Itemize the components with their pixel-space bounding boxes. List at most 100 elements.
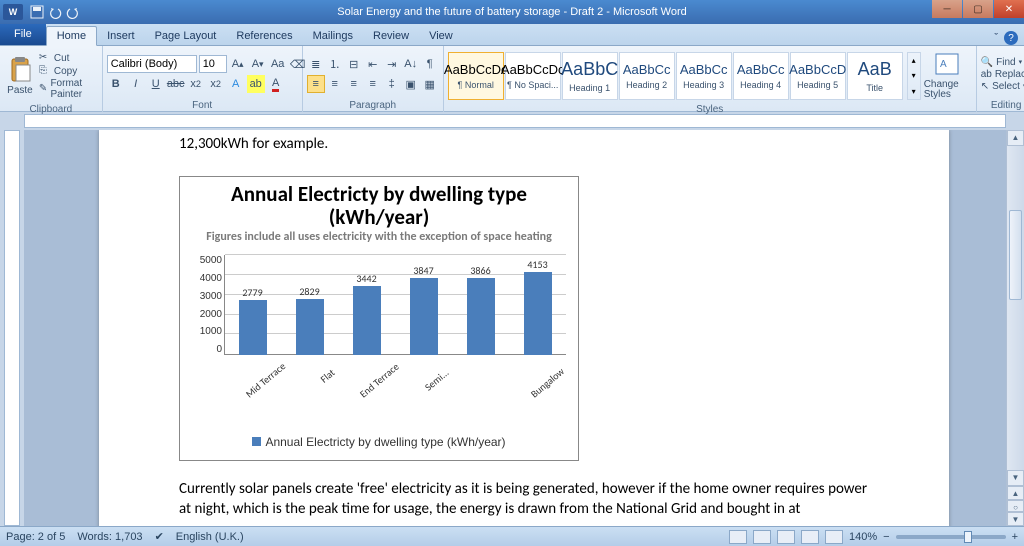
numbering-button[interactable]: ⒈ xyxy=(326,55,344,73)
tab-page-layout[interactable]: Page Layout xyxy=(145,27,227,45)
help-icon[interactable]: ? xyxy=(1004,31,1018,45)
style-gallery[interactable]: AaBbCcDc¶ NormalAaBbCcDc¶ No Spaci...AaB… xyxy=(448,52,904,100)
cut-button[interactable]: ✂Cut xyxy=(39,52,98,64)
align-center-button[interactable]: ≡ xyxy=(326,75,344,93)
bullets-button[interactable]: ≣ xyxy=(307,55,325,73)
embedded-chart[interactable]: Annual Electricty by dwelling type (kWh/… xyxy=(179,176,579,461)
quick-access-toolbar xyxy=(30,5,80,19)
body-text[interactable]: Currently solar panels create 'free' ele… xyxy=(179,479,869,520)
highlight-button[interactable]: ab xyxy=(247,75,265,93)
style-heading-2[interactable]: AaBbCcHeading 2 xyxy=(619,52,675,100)
title-bar: W Solar Energy and the future of battery… xyxy=(0,0,1024,24)
tab-home[interactable]: Home xyxy=(46,26,97,46)
line-spacing-button[interactable]: ‡ xyxy=(383,75,401,93)
style-heading-5[interactable]: AaBbCcDHeading 5 xyxy=(790,52,846,100)
style-heading-3[interactable]: AaBbCcHeading 3 xyxy=(676,52,732,100)
tab-references[interactable]: References xyxy=(226,27,302,45)
scroll-up-button[interactable]: ▲ xyxy=(1007,130,1024,146)
bold-button[interactable]: B xyxy=(107,75,125,93)
font-size-combo[interactable]: 10 xyxy=(199,55,227,73)
draft-view-button[interactable] xyxy=(825,530,843,544)
align-left-button[interactable]: ≡ xyxy=(307,75,325,93)
status-bar: Page: 2 of 5 Words: 1,703 ✔ English (U.K… xyxy=(0,526,1024,546)
save-icon[interactable] xyxy=(30,5,44,19)
style-gallery-more[interactable]: ▴▾▾ xyxy=(907,52,921,100)
font-color-button[interactable]: A xyxy=(267,75,285,93)
inc-indent-button[interactable]: ⇥ xyxy=(383,55,401,73)
copy-button[interactable]: ⎘Copy xyxy=(39,65,98,77)
prev-page-button[interactable]: ▲ xyxy=(1007,486,1024,500)
strike-button[interactable]: abc xyxy=(167,75,185,93)
chart-subtitle: Figures include all uses electricity wit… xyxy=(186,231,572,245)
align-right-button[interactable]: ≡ xyxy=(345,75,363,93)
undo-icon[interactable] xyxy=(48,5,62,19)
dec-indent-button[interactable]: ⇤ xyxy=(364,55,382,73)
zoom-in-button[interactable]: + xyxy=(1012,531,1018,543)
grow-font-button[interactable]: A▴ xyxy=(229,55,247,73)
borders-button[interactable]: ▦ xyxy=(421,75,439,93)
vertical-scrollbar[interactable]: ▲ ▼ ▲ ○ ▼ xyxy=(1006,130,1024,526)
close-button[interactable]: ✕ xyxy=(994,0,1024,18)
print-layout-view-button[interactable] xyxy=(729,530,747,544)
tab-mailings[interactable]: Mailings xyxy=(303,27,363,45)
vertical-ruler[interactable] xyxy=(0,130,24,526)
underline-button[interactable]: U xyxy=(147,75,165,93)
text-effects-button[interactable]: A xyxy=(227,75,245,93)
next-page-button[interactable]: ▼ xyxy=(1007,512,1024,526)
legend-swatch xyxy=(252,437,261,446)
web-view-button[interactable] xyxy=(777,530,795,544)
horizontal-ruler[interactable] xyxy=(0,112,1024,130)
redo-icon[interactable] xyxy=(66,5,80,19)
paste-button[interactable]: Paste xyxy=(4,48,36,104)
scroll-thumb[interactable] xyxy=(1009,210,1022,300)
shading-button[interactable]: ▣ xyxy=(402,75,420,93)
proofing-icon[interactable]: ✔ xyxy=(155,530,164,543)
subscript-button[interactable]: x2 xyxy=(187,75,205,93)
style--normal[interactable]: AaBbCcDc¶ Normal xyxy=(448,52,504,100)
change-case-button[interactable]: Aa xyxy=(269,55,287,73)
status-words[interactable]: Words: 1,703 xyxy=(77,531,142,543)
replace-button[interactable]: abReplace xyxy=(981,69,1024,80)
select-button[interactable]: ↖Select▾ xyxy=(981,81,1024,92)
find-button[interactable]: 🔍Find▾ xyxy=(981,57,1024,68)
style--no-spaci-[interactable]: AaBbCcDc¶ No Spaci... xyxy=(505,52,561,100)
shrink-font-button[interactable]: A▾ xyxy=(249,55,267,73)
tab-view[interactable]: View xyxy=(419,27,463,45)
file-tab[interactable]: File xyxy=(0,23,46,45)
sort-button[interactable]: A↓ xyxy=(402,55,420,73)
zoom-slider[interactable] xyxy=(896,535,1006,539)
show-marks-button[interactable]: ¶ xyxy=(421,55,439,73)
fullscreen-view-button[interactable] xyxy=(753,530,771,544)
page[interactable]: 12,300kWh for example. Annual Electricty… xyxy=(99,130,949,526)
ribbon: Paste ✂Cut ⎘Copy ✎Format Painter Clipboa… xyxy=(0,46,1024,112)
font-name-combo[interactable]: Calibri (Body) xyxy=(107,55,197,73)
superscript-button[interactable]: x2 xyxy=(207,75,225,93)
tab-insert[interactable]: Insert xyxy=(97,27,145,45)
change-styles-button[interactable]: A Change Styles xyxy=(924,48,972,104)
zoom-out-button[interactable]: − xyxy=(883,531,889,543)
style-heading-4[interactable]: AaBbCcHeading 4 xyxy=(733,52,789,100)
style-title[interactable]: AaBTitle xyxy=(847,52,903,100)
group-clipboard: Paste ✂Cut ⎘Copy ✎Format Painter Clipboa… xyxy=(0,46,103,112)
style-heading-1[interactable]: AaBbCHeading 1 xyxy=(562,52,618,100)
italic-button[interactable]: I xyxy=(127,75,145,93)
status-page[interactable]: Page: 2 of 5 xyxy=(6,531,65,543)
maximize-button[interactable]: ▢ xyxy=(963,0,993,18)
multilevel-button[interactable]: ⊟ xyxy=(345,55,363,73)
status-language[interactable]: English (U.K.) xyxy=(176,531,244,543)
body-text[interactable]: 12,300kWh for example. xyxy=(179,130,869,154)
zoom-level[interactable]: 140% xyxy=(849,531,877,543)
format-painter-button[interactable]: ✎Format Painter xyxy=(39,78,98,100)
justify-button[interactable]: ≡ xyxy=(364,75,382,93)
group-label: Editing xyxy=(981,100,1024,112)
chart-title: Annual Electricty by dwelling type (kWh/… xyxy=(186,183,572,229)
minimize-ribbon-icon[interactable]: ˇ xyxy=(994,32,998,44)
document-title: Solar Energy and the future of battery s… xyxy=(0,6,1024,18)
tab-review[interactable]: Review xyxy=(363,27,419,45)
outline-view-button[interactable] xyxy=(801,530,819,544)
find-icon: 🔍 xyxy=(981,57,993,68)
browse-object-button[interactable]: ○ xyxy=(1007,500,1024,512)
group-editing: 🔍Find▾ abReplace ↖Select▾ Editing xyxy=(977,46,1024,112)
scroll-down-button[interactable]: ▼ xyxy=(1007,470,1024,486)
minimize-button[interactable]: ─ xyxy=(932,0,962,18)
